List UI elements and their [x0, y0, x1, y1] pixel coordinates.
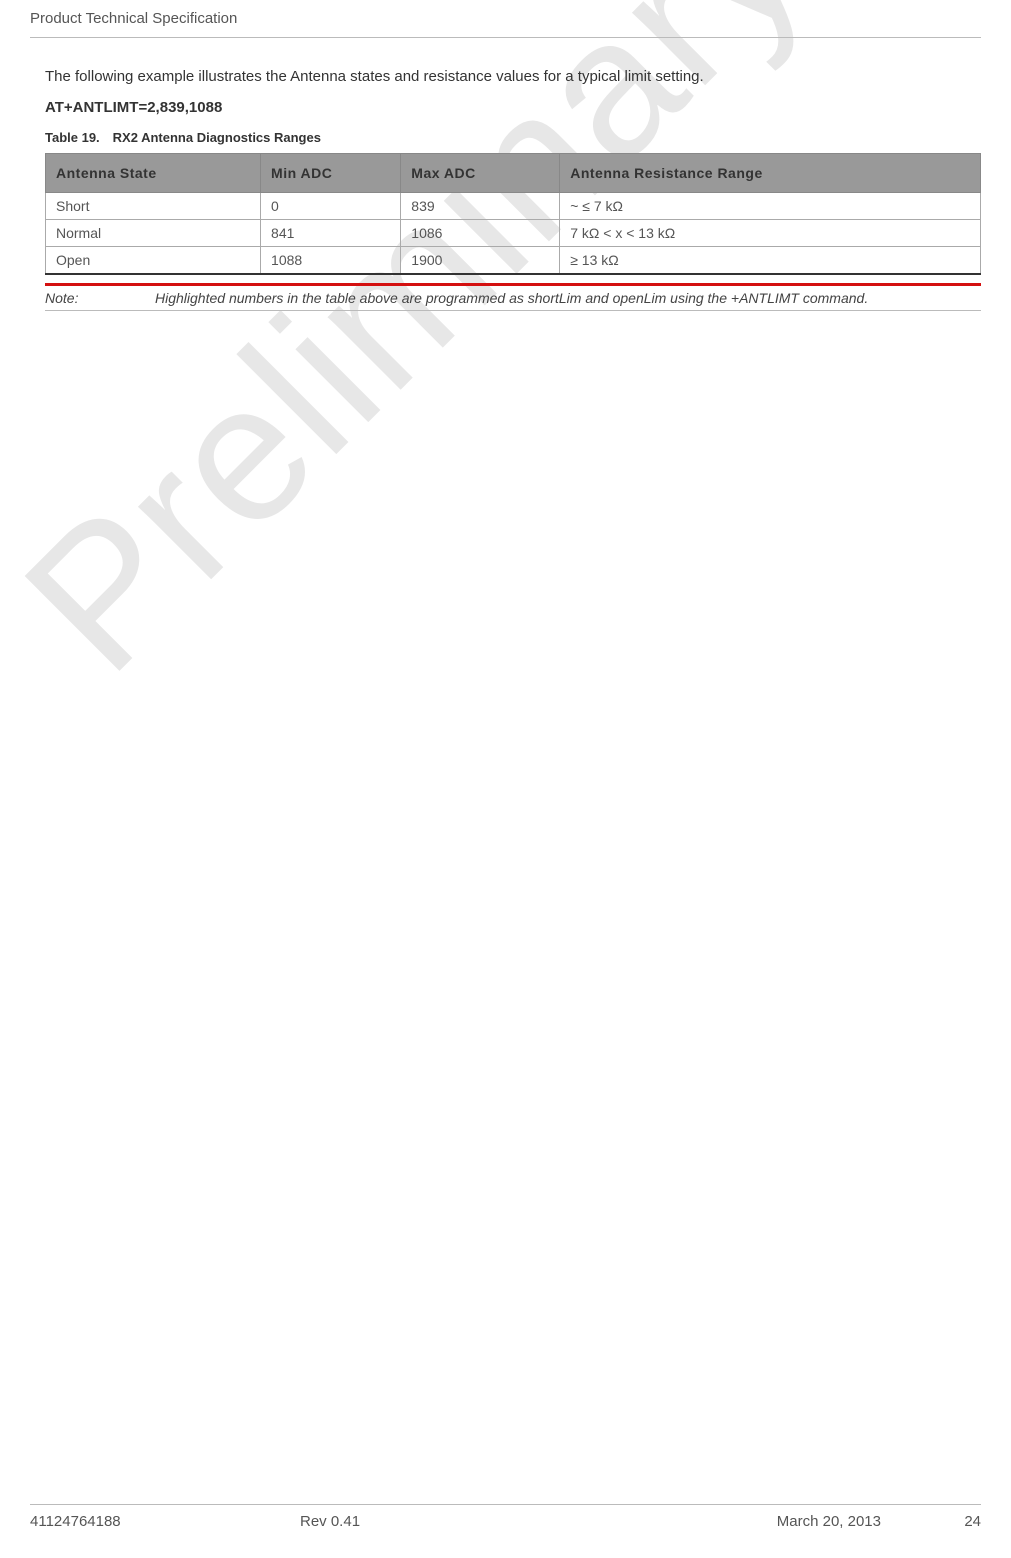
note-label: Note: [45, 290, 155, 306]
cell-range: ~ ≤ 7 kΩ [560, 193, 981, 220]
intro-text: The following example illustrates the An… [45, 68, 981, 85]
footer-doc-id: 41124764188 [30, 1513, 121, 1530]
header-title: Product Technical Specification [30, 10, 981, 27]
table-row: Open 1088 1900 ≥ 13 kΩ [46, 247, 981, 275]
cell-range: ≥ 13 kΩ [560, 247, 981, 275]
footer-rev: Rev 0.41 [300, 1513, 360, 1530]
table-row: Short 0 839 ~ ≤ 7 kΩ [46, 193, 981, 220]
col-header-min: Min ADC [261, 154, 401, 193]
cell-min: 0 [261, 193, 401, 220]
note-text: Highlighted numbers in the table above a… [155, 290, 868, 306]
page-content: The following example illustrates the An… [30, 38, 981, 311]
cell-state: Short [46, 193, 261, 220]
col-header-max: Max ADC [401, 154, 560, 193]
page-footer: 41124764188 Rev 0.41 March 20, 2013 24 [30, 1504, 981, 1530]
cell-max: 1900 [401, 247, 560, 275]
cell-max: 839 [401, 193, 560, 220]
col-header-range: Antenna Resistance Range [560, 154, 981, 193]
cell-range: 7 kΩ < x < 13 kΩ [560, 220, 981, 247]
cell-state: Normal [46, 220, 261, 247]
note-divider-bar [45, 283, 981, 286]
footer-date: March 20, 2013 [777, 1513, 881, 1530]
cell-min: 1088 [261, 247, 401, 275]
at-command: AT+ANTLIMT=2,839,1088 [45, 99, 981, 116]
footer-page-number: 24 [964, 1513, 981, 1530]
antenna-diagnostics-table: Antenna State Min ADC Max ADC Antenna Re… [45, 153, 981, 275]
cell-max: 1086 [401, 220, 560, 247]
cell-min: 841 [261, 220, 401, 247]
col-header-state: Antenna State [46, 154, 261, 193]
table-caption: Table 19. RX2 Antenna Diagnostics Ranges [45, 130, 981, 145]
table-header-row: Antenna State Min ADC Max ADC Antenna Re… [46, 154, 981, 193]
cell-state: Open [46, 247, 261, 275]
page-header: Product Technical Specification [30, 0, 981, 38]
table-row: Normal 841 1086 7 kΩ < x < 13 kΩ [46, 220, 981, 247]
note-block: Note: Highlighted numbers in the table a… [45, 290, 981, 311]
